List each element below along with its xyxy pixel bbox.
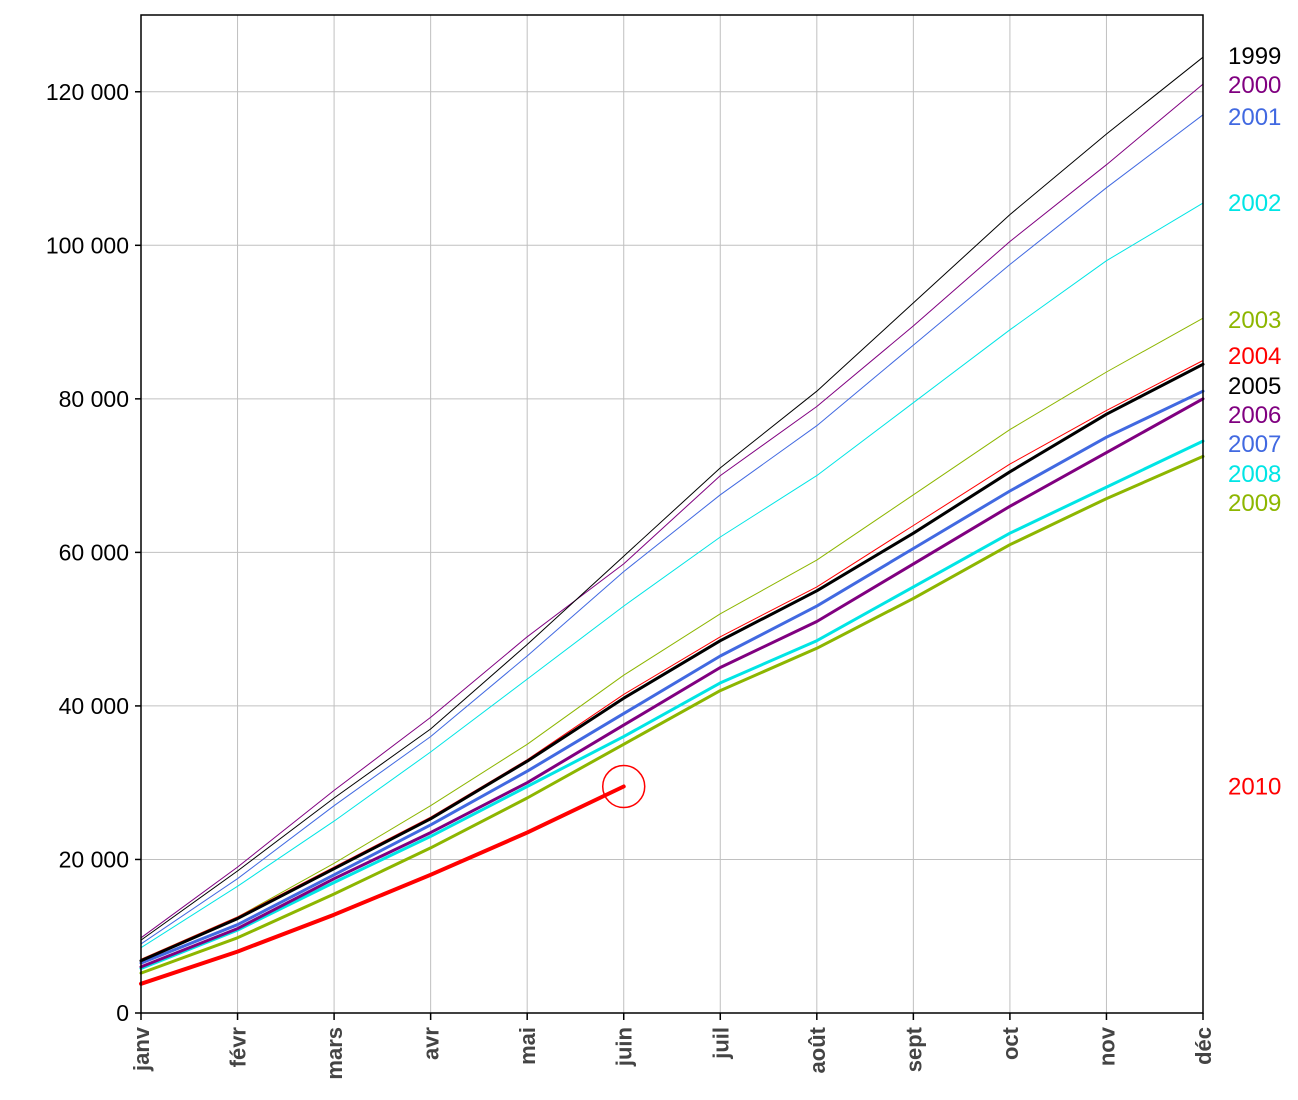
y-tick-label: 60 000 [59, 539, 129, 565]
x-tick-label: juin [612, 1027, 637, 1067]
y-tick-label: 80 000 [59, 386, 129, 412]
series-line-2008 [139, 439, 1205, 970]
x-tick-label: oct [998, 1026, 1023, 1060]
legend-label-2009: 2009 [1228, 490, 1281, 517]
legend-label-2001: 2001 [1228, 104, 1281, 131]
y-tick-label: 40 000 [59, 693, 129, 719]
x-tick-label: avr [419, 1027, 444, 1060]
legend-label-2000: 2000 [1228, 72, 1281, 99]
series-line-2003 [140, 317, 1204, 960]
gridlines [141, 15, 1203, 1013]
series-line-2009 [139, 454, 1205, 975]
x-tick-label: août [805, 1026, 830, 1073]
series-line-2001 [140, 114, 1204, 945]
series-line-2005 [139, 362, 1205, 963]
y-tick-label: 120 000 [46, 79, 129, 105]
x-tick-label: déc [1191, 1027, 1216, 1065]
y-tick-label: 0 [116, 1000, 129, 1026]
legend-label-2007: 2007 [1228, 431, 1281, 458]
x-tick-label: févr [226, 1027, 251, 1068]
series-line-2010 [139, 784, 626, 986]
legend-label-2006: 2006 [1228, 402, 1281, 429]
y-tick-label: 100 000 [46, 232, 129, 258]
legend-label-2002: 2002 [1228, 190, 1281, 217]
series-line-1999 [140, 56, 1204, 941]
y-tick-label: 20 000 [59, 846, 129, 872]
legend-label-2003: 2003 [1228, 307, 1281, 334]
legend-label-2004: 2004 [1228, 343, 1281, 370]
x-tick-label: juil [708, 1027, 733, 1060]
x-tick-label: janv [129, 1026, 154, 1072]
legend-label-2010: 2010 [1228, 774, 1281, 801]
legend-label-2008: 2008 [1228, 461, 1281, 488]
x-tick-label: mars [322, 1027, 347, 1080]
series-lines [139, 56, 1205, 986]
series-line-2006 [139, 397, 1205, 969]
plot-frame [140, 14, 1204, 1014]
series-line-2000 [140, 83, 1204, 939]
highlight-marker [601, 764, 646, 809]
plot-area [141, 15, 1203, 1013]
legend-label-2005: 2005 [1228, 373, 1281, 400]
series-line-2002 [140, 202, 1204, 949]
legend-label-1999: 1999 [1228, 43, 1281, 70]
highlight-circle [601, 764, 646, 809]
axes: 0 20 000 40 000 60 000 80 000 100 000 120 000 j… [46, 79, 1216, 1080]
series-line-2007 [139, 389, 1205, 965]
x-tick-label: sept [901, 1026, 926, 1072]
x-tick-label: mai [515, 1027, 540, 1065]
x-tick-label: nov [1094, 1026, 1119, 1066]
